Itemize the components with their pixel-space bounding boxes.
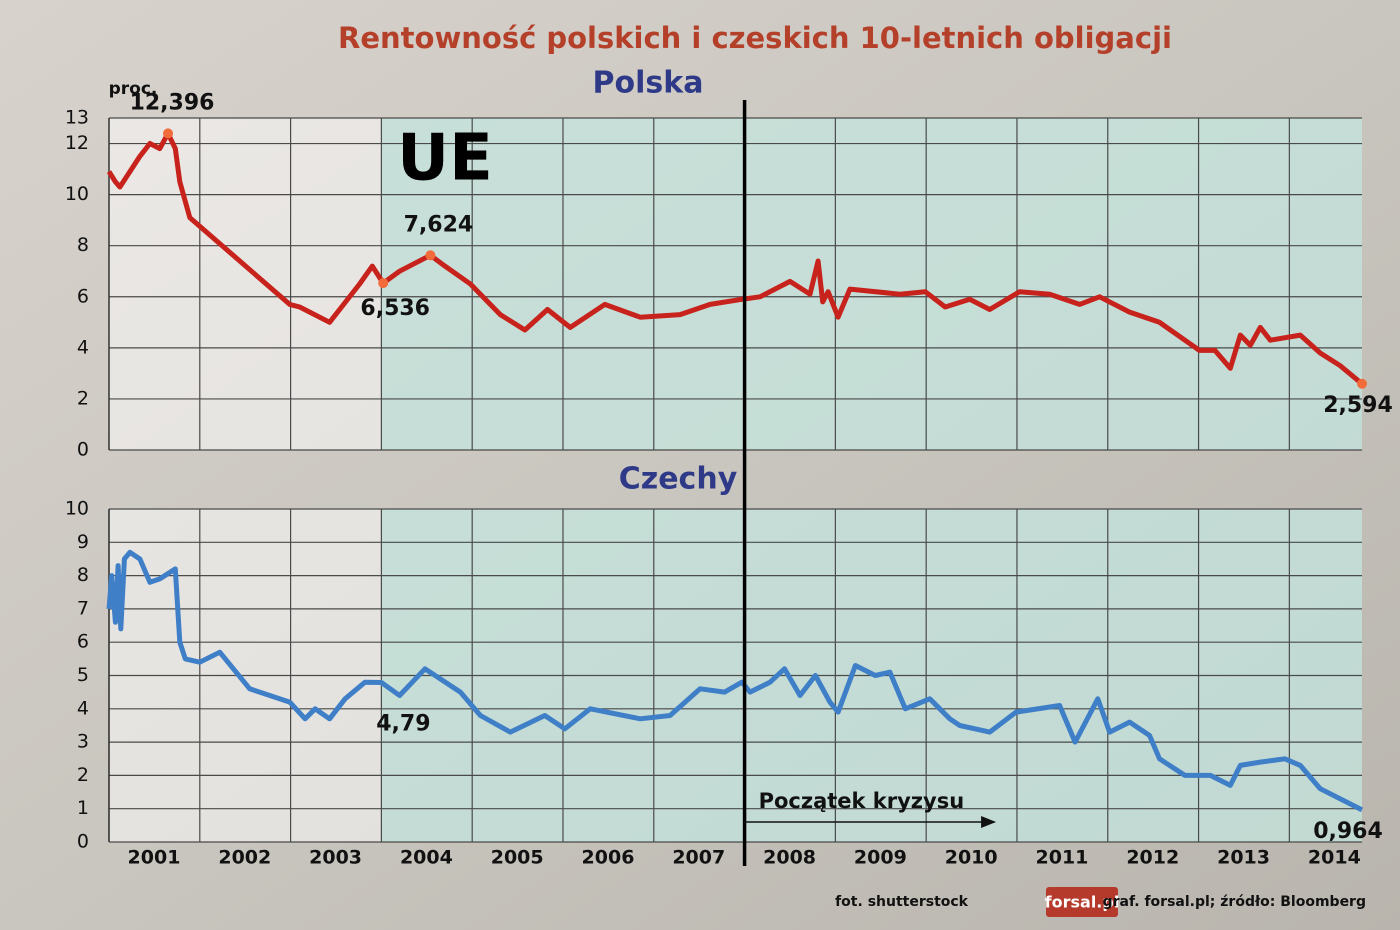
y-tick-label: 10 (65, 498, 89, 520)
highlight-marker (163, 128, 174, 139)
y-tick-label: 2 (77, 764, 89, 786)
source: graf. forsal.pl; źródło: Bloomberg (1103, 894, 1366, 910)
logo-box (1046, 887, 1118, 917)
y-tick-label: 5 (77, 664, 89, 686)
highlight-marker (378, 278, 389, 289)
plot-area (109, 118, 1362, 450)
x-tick-label: 2008 (763, 847, 816, 869)
y-tick-label: 13 (65, 107, 89, 129)
logo: forsal.pl (1045, 893, 1120, 912)
y-tick-label: 3 (77, 731, 89, 753)
y-tick-label: 2 (77, 387, 89, 409)
y-tick-label: 0 (77, 439, 89, 461)
x-tick-label: 2011 (1036, 847, 1089, 869)
highlight-label: 0,964 (1313, 819, 1383, 844)
series-line (106, 549, 1364, 813)
highlight-marker (1357, 378, 1367, 389)
x-tick-label: 2010 (945, 847, 998, 869)
highlight-label: 4,79 (376, 711, 430, 736)
y-axis-label: proc. (109, 79, 158, 99)
y-tick-label: 4 (77, 697, 89, 719)
highlight-label: 6,536 (360, 296, 430, 321)
annotation: UE (397, 122, 493, 196)
panel-title: Czechy (619, 462, 738, 497)
x-tick-label: 2002 (218, 847, 271, 869)
highlight-label: 7,624 (404, 212, 474, 237)
x-tick-label: 2014 (1308, 847, 1361, 869)
x-tick-label: 2009 (854, 847, 907, 869)
y-tick-label: 6 (77, 631, 89, 653)
x-tick-label: 2003 (309, 847, 362, 869)
series-line (106, 130, 1364, 386)
x-tick-label: 2006 (582, 847, 635, 869)
annotation: Początek kryzysu (759, 789, 965, 813)
chart-title: Rentowność polskich i czeskich 10-letnic… (338, 21, 1172, 55)
y-tick-label: 1 (77, 797, 89, 819)
x-tick-label: 2005 (491, 847, 544, 869)
y-tick-label: 12 (65, 132, 89, 154)
x-tick-label: 2004 (400, 847, 453, 869)
x-tick-label: 2007 (672, 847, 725, 869)
y-tick-label: 8 (77, 234, 89, 256)
y-tick-label: 8 (77, 564, 89, 586)
y-tick-label: 0 (77, 831, 89, 853)
x-tick-label: 2012 (1126, 847, 1179, 869)
y-tick-label: 7 (77, 597, 89, 619)
y-tick-label: 4 (77, 336, 89, 358)
shaded-region (381, 118, 1362, 450)
y-tick-label: 10 (65, 183, 89, 205)
x-tick-label: 2001 (128, 847, 181, 869)
highlight-label: 2,594 (1323, 393, 1393, 418)
y-tick-label: 6 (77, 285, 89, 307)
highlight-label: 12,396 (130, 90, 215, 115)
panel-title: Polska (593, 66, 704, 101)
photo-credit: fot. shutterstock (835, 894, 969, 910)
x-tick-label: 2013 (1217, 847, 1270, 869)
y-tick-label: 9 (77, 531, 89, 553)
highlight-marker (425, 250, 436, 261)
